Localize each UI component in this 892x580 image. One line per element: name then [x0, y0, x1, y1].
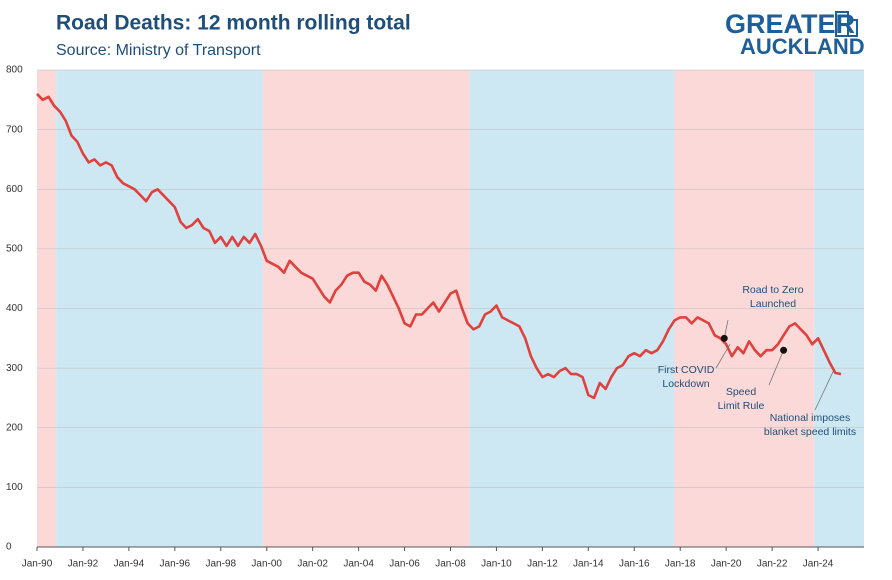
x-tick-label: Jan-12: [527, 559, 558, 570]
y-tick-label: 500: [6, 244, 23, 255]
logo-text: AUCKLAND: [740, 34, 865, 59]
x-tick-label: Jan-98: [205, 559, 236, 570]
y-tick-label: 200: [6, 422, 23, 433]
y-tick-label: 300: [6, 363, 23, 374]
y-tick-label: 700: [6, 124, 23, 135]
y-tick-label: 600: [6, 184, 23, 195]
x-tick-label: Jan-22: [757, 559, 788, 570]
x-tick-label: Jan-02: [297, 559, 328, 570]
annotation-dot: [720, 334, 728, 342]
x-tick-label: Jan-14: [573, 559, 604, 570]
x-tick-label: Jan-18: [665, 559, 696, 570]
x-tick-label: Jan-94: [114, 559, 145, 570]
x-tick-label: Jan-96: [160, 559, 191, 570]
annotation-text: First COVID: [658, 364, 715, 376]
annotation-text: Launched: [750, 298, 796, 310]
annotation-text: Lockdown: [662, 378, 709, 390]
annotation-text: Speed: [726, 386, 757, 398]
x-tick-label: Jan-20: [711, 559, 742, 570]
x-tick-label: Jan-08: [435, 559, 466, 570]
x-tick-label: Jan-00: [251, 559, 282, 570]
annotation-leader: [814, 370, 834, 411]
x-tick-label: Jan-92: [68, 559, 99, 570]
annotation-dot: [780, 346, 788, 354]
annotation-text: Limit Rule: [718, 400, 765, 412]
x-tick-label: Jan-90: [22, 559, 53, 570]
logo-text: GREATER: [725, 9, 855, 39]
annotation-leader: [768, 350, 784, 386]
x-tick-label: Jan-16: [619, 559, 650, 570]
y-tick-label: 400: [6, 303, 23, 314]
chart-title: Road Deaths: 12 month rolling total: [56, 12, 411, 35]
y-tick-label: 100: [6, 482, 23, 493]
y-tick-label: 800: [6, 65, 23, 76]
x-tick-label: Jan-24: [803, 559, 834, 570]
x-tick-label: Jan-06: [389, 559, 420, 570]
annotation-text: Road to Zero: [742, 284, 803, 296]
annotation-text: blanket speed limits: [764, 426, 856, 438]
annotation-text: National imposes: [770, 412, 851, 424]
x-tick-label: Jan-10: [481, 559, 512, 570]
chart-subtitle: Source: Ministry of Transport: [56, 42, 261, 59]
annotation-leader: [715, 344, 731, 369]
x-tick-label: Jan-04: [343, 559, 374, 570]
line-series: [36, 92, 842, 400]
y-tick-label: 0: [6, 542, 12, 553]
logo: GREATER AUCKLAND: [725, 9, 865, 59]
logo-building: [847, 19, 858, 37]
